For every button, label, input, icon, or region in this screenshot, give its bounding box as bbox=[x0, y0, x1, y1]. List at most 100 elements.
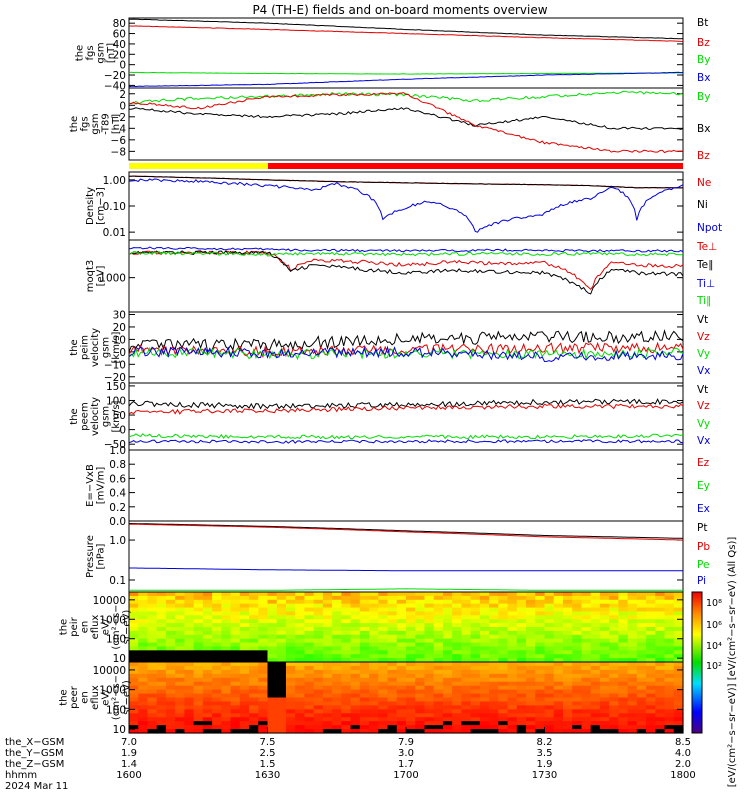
spectrogram-cell bbox=[193, 689, 204, 695]
spectrogram-cell bbox=[553, 681, 564, 687]
spectrogram-cell bbox=[415, 725, 426, 730]
spectrogram-cell bbox=[202, 685, 213, 691]
spectrogram-cell bbox=[267, 599, 278, 605]
spectrogram-cell bbox=[627, 689, 638, 695]
spectrogram-cell bbox=[479, 603, 490, 609]
spectrogram-cell bbox=[452, 677, 462, 683]
date-label: 2024 Mar 11 bbox=[5, 781, 68, 792]
spectrogram-cell bbox=[461, 709, 472, 714]
spectrogram-cell bbox=[175, 677, 185, 683]
spectrogram-cell bbox=[304, 673, 315, 679]
spectrogram-cell bbox=[581, 646, 592, 651]
spectrogram-cell bbox=[239, 725, 250, 730]
spectrogram-cell bbox=[313, 595, 324, 601]
legend-entry: Ti∥ bbox=[696, 295, 711, 307]
spectrogram-cell bbox=[285, 662, 296, 667]
spectrogram-cell bbox=[461, 615, 472, 620]
spectrogram-cell bbox=[415, 693, 426, 699]
spectrogram-cell bbox=[138, 615, 149, 620]
spectrogram-cell bbox=[304, 619, 315, 624]
spectrogram-cell bbox=[507, 611, 518, 616]
spectrogram-cell bbox=[212, 611, 222, 616]
spectrogram-cell bbox=[165, 705, 176, 710]
spectrogram-cell bbox=[442, 717, 453, 722]
spectrogram-cell bbox=[184, 662, 195, 667]
spectrogram-cell bbox=[165, 665, 176, 671]
spectrogram-cell bbox=[406, 619, 416, 624]
spectrogram-cell bbox=[406, 721, 416, 726]
spectrogram-cell bbox=[553, 638, 564, 644]
spectrogram-cell bbox=[285, 729, 296, 734]
spectrogram-cell bbox=[442, 665, 453, 671]
spectrogram-cell bbox=[202, 677, 213, 683]
spectrogram-cell bbox=[535, 619, 546, 624]
spectrogram-cell bbox=[646, 677, 656, 683]
spectrogram-cell bbox=[646, 642, 656, 648]
spectrogram-cell bbox=[415, 658, 426, 663]
spectrogram-cell bbox=[258, 681, 269, 687]
spectrogram-cell bbox=[664, 677, 675, 683]
spectrogram-cell bbox=[359, 677, 370, 683]
spectrogram-cell bbox=[129, 665, 139, 671]
spectrogram-cell bbox=[350, 646, 361, 651]
spectrogram-cell bbox=[646, 615, 656, 620]
spectrogram-cell bbox=[267, 646, 278, 651]
spectrogram-cell bbox=[184, 592, 195, 597]
spectrogram-cell bbox=[249, 630, 259, 636]
spectrogram-cell bbox=[673, 717, 684, 722]
spectrogram-cell bbox=[581, 634, 592, 640]
legend-entry: Vx bbox=[697, 365, 710, 377]
spectrogram-cell bbox=[442, 611, 453, 616]
spectrogram-cell bbox=[553, 646, 564, 651]
spectrogram-cell bbox=[479, 689, 490, 695]
spectrogram-cell bbox=[470, 619, 481, 624]
spectrogram-cell bbox=[359, 627, 370, 632]
spectrogram-cell bbox=[479, 685, 490, 691]
spectrogram-cell bbox=[526, 623, 536, 628]
data-line bbox=[128, 398, 684, 410]
spectrogram-cell bbox=[526, 650, 536, 655]
spectrogram-cell bbox=[590, 669, 601, 675]
spectrogram-cell bbox=[655, 619, 666, 624]
spectrogram-cell bbox=[147, 630, 158, 636]
spectrogram-cell bbox=[156, 611, 167, 616]
spectrogram-cell bbox=[562, 693, 573, 699]
spectrogram-cell bbox=[627, 611, 638, 616]
spectrogram-cell bbox=[489, 642, 499, 648]
spectrogram-cell bbox=[452, 725, 462, 730]
spectrogram-cell bbox=[295, 607, 306, 613]
spectrogram-cell bbox=[553, 665, 564, 671]
spectrogram-cell bbox=[424, 615, 435, 620]
spectrogram-cell bbox=[498, 646, 509, 651]
spectrogram-cell bbox=[184, 697, 195, 703]
spectrogram-cell bbox=[230, 615, 241, 620]
x-axis-value: 7.9 bbox=[398, 737, 414, 748]
spectrogram-cell bbox=[424, 638, 435, 644]
spectrogram-cell bbox=[378, 677, 389, 683]
spectrogram-cell bbox=[267, 709, 278, 714]
spectrogram-cell bbox=[129, 619, 139, 624]
spectrogram-cell bbox=[258, 630, 269, 636]
spectrogram-cell bbox=[322, 615, 333, 620]
spectrogram-cell bbox=[147, 658, 158, 663]
spectrogram-cell bbox=[369, 619, 379, 624]
spectrogram-cell bbox=[535, 642, 546, 648]
spectrogram-cell bbox=[369, 603, 379, 609]
x-axis-value: 1.7 bbox=[398, 759, 414, 770]
spectrogram-cell bbox=[572, 599, 583, 605]
spectrogram-cell bbox=[498, 630, 509, 636]
spectrogram-cell bbox=[489, 599, 499, 605]
legend-entry: Te⊥ bbox=[696, 241, 717, 253]
legend-entry: Ey bbox=[697, 480, 710, 492]
spectrogram-cell bbox=[212, 665, 222, 671]
spectrogram-cell bbox=[129, 595, 139, 601]
spectrogram-cell bbox=[479, 673, 490, 679]
spectrogram-cell bbox=[406, 615, 416, 620]
spectrogram-cell bbox=[581, 713, 592, 718]
spectrogram-cell bbox=[516, 646, 527, 651]
spectrogram-cell bbox=[627, 713, 638, 718]
spectrogram-cell bbox=[442, 638, 453, 644]
y-tick-label: 1.0 bbox=[109, 535, 126, 547]
spectrogram-cell bbox=[655, 654, 666, 659]
spectrogram-cell bbox=[507, 630, 518, 636]
